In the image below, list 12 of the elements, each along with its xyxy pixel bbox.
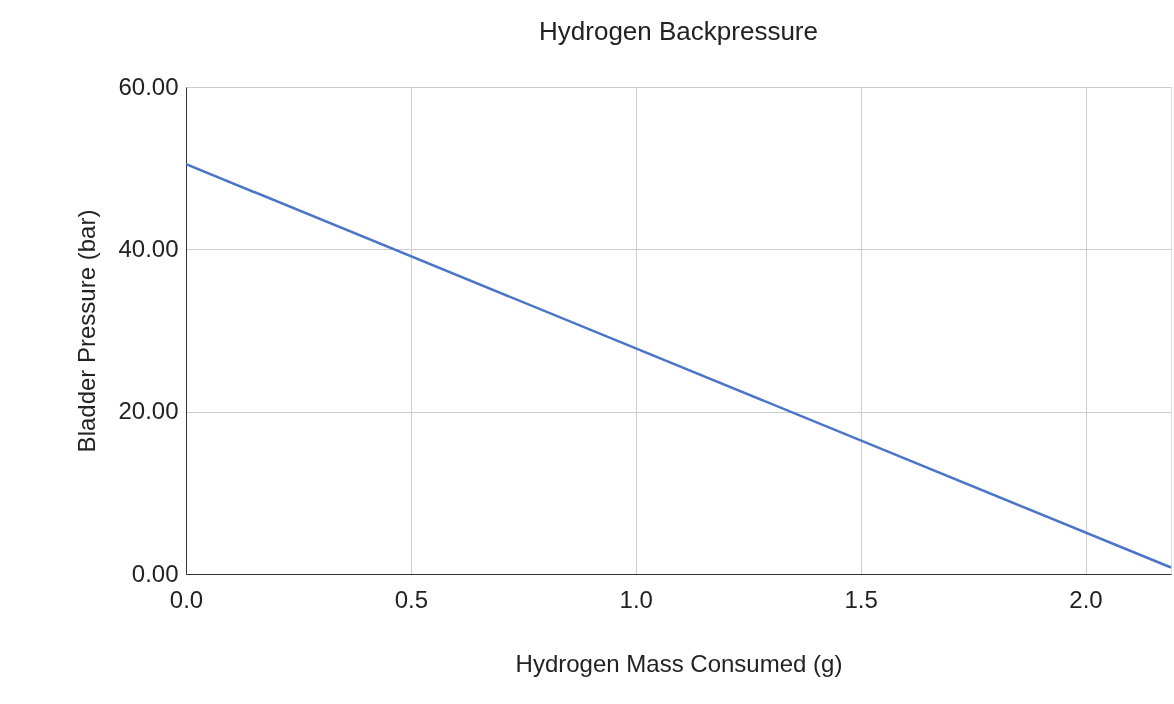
- y-tick-label: 60.00: [118, 72, 179, 100]
- y-axis-title: Bladder Pressure (bar): [73, 209, 101, 453]
- x-tick-label: 2.0: [1069, 585, 1103, 613]
- y-tick-label: 0.00: [131, 559, 179, 587]
- x-axis-title: Hydrogen Mass Consumed (g): [515, 649, 843, 677]
- y-tick-label: 40.00: [118, 234, 179, 262]
- y-tick-label: 20.00: [118, 397, 179, 425]
- chart-title: Hydrogen Backpressure: [539, 16, 818, 46]
- x-tick-label: 1.5: [844, 585, 878, 613]
- x-tick-label: 0.5: [394, 585, 429, 613]
- x-tick-label: 1.0: [619, 585, 653, 613]
- x-tick-label: 0.0: [169, 585, 204, 613]
